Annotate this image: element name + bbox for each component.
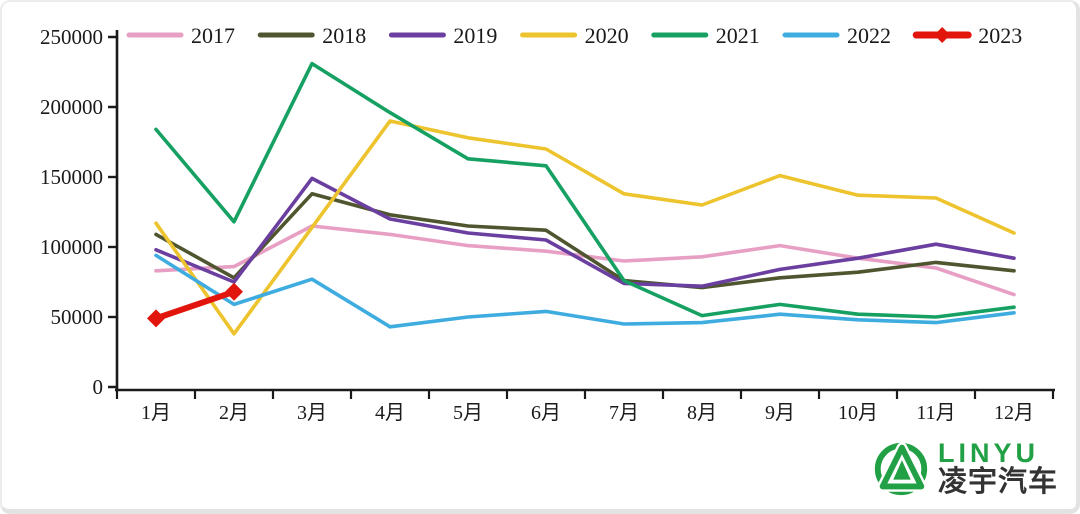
x-axis-label: 6月 <box>531 402 561 424</box>
y-axis-label: 150000 <box>40 165 103 189</box>
legend-label-2017: 2017 <box>191 23 235 48</box>
series-line-2021 <box>154 61 1016 319</box>
legend-label-2019: 2019 <box>453 23 497 48</box>
x-axis-label: 12月 <box>994 402 1034 424</box>
series-line-2020 <box>154 119 1016 336</box>
linyu-emblem-icon <box>874 442 928 496</box>
legend-marker-2023 <box>934 27 951 43</box>
series-line-2023 <box>153 288 237 322</box>
x-axis-label: 7月 <box>609 402 639 424</box>
linyu-logo: LINYU 凌宇汽车 <box>870 437 1058 499</box>
y-axis-label: 250000 <box>40 25 103 49</box>
logo-brand-text: LINYU <box>937 437 1039 468</box>
legend-label-2022: 2022 <box>847 23 891 48</box>
x-axis-label: 10月 <box>838 402 878 424</box>
logo-subtitle-text: 凌宇汽车 <box>937 465 1058 498</box>
legend-label-2021: 2021 <box>716 23 760 48</box>
series-marker-2023 <box>147 309 165 328</box>
y-axis-label: 0 <box>93 375 104 399</box>
logo-text-block: LINYU 凌宇汽车 <box>937 437 1058 498</box>
legend-label-2018: 2018 <box>322 23 366 48</box>
legend-label-2020: 2020 <box>585 23 629 48</box>
x-axis-label: 8月 <box>687 402 717 424</box>
y-axis-label: 100000 <box>40 235 103 259</box>
x-axis-label: 2月 <box>219 402 249 424</box>
series-line-2022 <box>154 253 1016 329</box>
legend-label-2023: 2023 <box>978 23 1022 48</box>
y-axis-label: 200000 <box>40 95 103 119</box>
x-axis-label: 5月 <box>453 402 483 424</box>
x-axis-label: 3月 <box>297 402 327 424</box>
series-marker-2023 <box>225 282 243 301</box>
x-axis-label: 11月 <box>916 402 955 424</box>
series-line-2018 <box>154 192 1016 290</box>
series-line-2019 <box>154 176 1016 289</box>
x-axis-label: 9月 <box>765 402 795 424</box>
x-axis-label: 1月 <box>141 402 171 424</box>
x-axis-label: 4月 <box>375 402 405 424</box>
y-axis-label: 50000 <box>51 305 104 329</box>
